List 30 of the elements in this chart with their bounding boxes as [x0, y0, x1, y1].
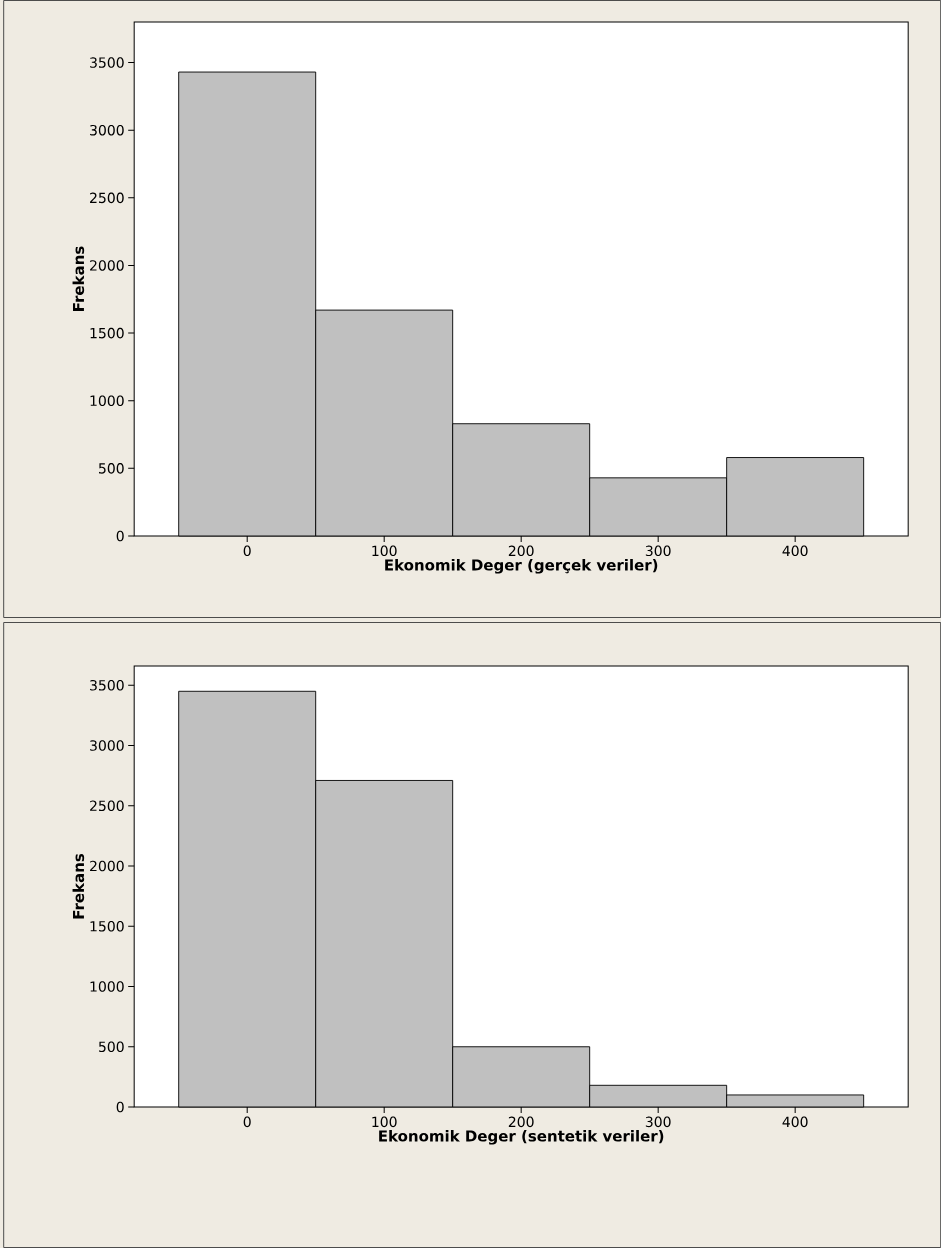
x-tick-label: 300	[645, 1116, 671, 1128]
y-tick-label: 3000	[90, 124, 124, 136]
y-tick-label: 0	[116, 530, 124, 542]
x-axis-title: Ekonomik Deger (gerçek veriler)	[385, 558, 658, 574]
y-tick-label: 3500	[90, 679, 124, 691]
y-tick-label: 500	[98, 1041, 124, 1053]
y-tick-label: 2000	[89, 860, 124, 872]
x-tick-label: 0	[243, 545, 251, 557]
x-tick-label: 400	[782, 545, 808, 557]
y-tick-label: 1500	[90, 920, 124, 932]
y-tick-label: 1000	[90, 395, 124, 407]
y-tick-label: 2500	[89, 192, 124, 204]
x-tick-label: 200	[508, 545, 534, 557]
y-axis-title: Frekans	[72, 853, 85, 919]
y-tick-label: 1000	[90, 981, 124, 992]
y-tick-label: 2000	[89, 260, 124, 271]
x-tick-label: 100	[372, 545, 397, 557]
x-tick-label: 400	[782, 1116, 808, 1128]
y-tick-label: 2500	[89, 800, 124, 812]
y-tick-label: 1500	[90, 327, 124, 339]
y-tick-label: 3000	[90, 740, 124, 751]
x-tick-label: 0	[243, 1116, 251, 1128]
x-tick-label: 100	[372, 1116, 397, 1128]
x-axis-title: Ekonomik Deger (sentetik veriler)	[379, 1130, 664, 1145]
x-tick-label: 200	[508, 1116, 534, 1128]
y-tick-label: 500	[98, 463, 124, 474]
x-tick-label: 300	[645, 545, 671, 557]
y-tick-label: 3500	[90, 57, 124, 68]
y-axis-title: Frekans	[72, 246, 85, 311]
y-tick-label: 0	[116, 1101, 124, 1113]
